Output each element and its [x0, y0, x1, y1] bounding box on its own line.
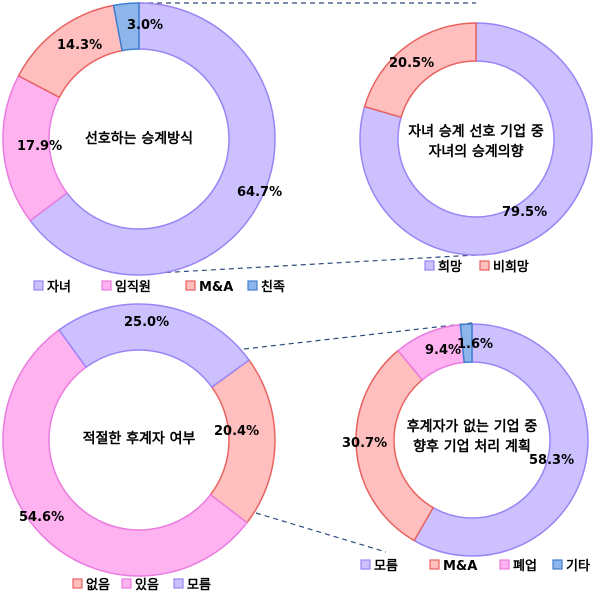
slice-value-label: 20.4%: [214, 424, 259, 439]
donut-slices: [355, 323, 589, 557]
legend-label: 모름: [374, 559, 398, 574]
donut-slice-1: [2, 328, 249, 577]
legend-label: 없음: [86, 577, 110, 593]
slice-value-label: 79.5%: [502, 205, 547, 220]
slice-value-label: 64.7%: [237, 185, 282, 200]
legend-label: 폐업: [513, 559, 537, 574]
chart-title: 선호하는 승계방식: [85, 130, 193, 147]
legend-swatch: [185, 280, 196, 291]
chart-title-line-2: 향후 기업 처리 계획: [413, 438, 531, 455]
chart-title-line-2: 자녀의 승계의향: [428, 143, 523, 160]
legend-label: 임직원: [115, 279, 151, 295]
legend-label: 기타: [566, 558, 590, 574]
legend-label: M&A: [443, 559, 477, 574]
slice-value-label: 3.0%: [127, 18, 163, 33]
legend-swatch: [499, 559, 510, 570]
donut-slice-0: [209, 359, 276, 524]
donut-slice-0: [413, 323, 589, 557]
slice-value-label: 25.0%: [124, 315, 169, 330]
donut-slice-1: [363, 22, 477, 119]
legend-swatch: [72, 578, 83, 589]
donut-chart-succession-method: 선호하는 승계방식 64.7% 17.9% 14.3% 3.0% 자녀 임직원 M&A 친족: [2, 2, 285, 295]
legend-swatch: [479, 260, 490, 271]
slice-value-label: 1.6%: [457, 337, 493, 352]
donut-chart-child-intent: 자녀 승계 선호 기업 중 자녀의 승계의향 79.5% 20.5% 희망 비희망: [359, 22, 593, 275]
slice-value-label: 30.7%: [342, 436, 387, 451]
slice-value-label: 58.3%: [529, 453, 574, 468]
chart-title: 적절한 후계자 여부: [83, 430, 196, 447]
chart-title-line-1: 후계자가 없는 기업 중: [407, 419, 538, 435]
legend-label: 있음: [135, 577, 159, 593]
legend-swatch: [429, 559, 440, 570]
donut-slice-0: [29, 2, 276, 276]
donut-slices: [2, 303, 276, 577]
slice-value-label: 20.5%: [389, 56, 434, 71]
legend-label: 모름: [187, 578, 211, 593]
donut-slice-3: [112, 2, 140, 52]
legend-swatch: [247, 280, 258, 291]
legend-label: M&A: [199, 280, 233, 295]
legend-swatch: [552, 559, 563, 570]
legend-label: 희망: [438, 259, 462, 275]
donut-slice-2: [58, 303, 251, 389]
donut-slices: [2, 2, 276, 276]
donut-chart-successor-availability: 적절한 후계자 여부 20.4% 54.6% 25.0% 없음 있음 모름: [2, 303, 276, 593]
donut-slices: [359, 22, 593, 256]
legend-swatch: [101, 280, 112, 291]
slice-value-label: 14.3%: [57, 38, 102, 53]
slice-value-label: 9.4%: [425, 343, 461, 358]
legend-label: 친족: [261, 280, 285, 295]
connector-line-bottom: [138, 254, 477, 275]
connector-line-top-2: [243, 322, 473, 350]
legend-swatch: [121, 578, 132, 589]
legend-label: 비희망: [493, 259, 529, 275]
legend-swatch: [360, 559, 371, 570]
donut-chart-future-plan: 후계자가 없는 기업 중 향후 기업 처리 계획 58.3% 30.7% 9.4%1…: [342, 323, 590, 574]
legend-label: 자녀: [47, 279, 71, 295]
connector-line-bottom-2: [255, 512, 387, 553]
legend-swatch: [173, 578, 184, 589]
chart-title-line-1: 자녀 승계 선호 기업 중: [408, 123, 544, 140]
slice-value-label: 17.9%: [17, 139, 62, 154]
connector-lines: [138, 2, 477, 553]
legend-swatch: [424, 260, 435, 271]
donut-slice-0: [359, 22, 593, 256]
legend-swatch: [33, 280, 44, 291]
slice-value-label: 54.6%: [19, 510, 64, 525]
donut-slice-3: [459, 323, 473, 364]
